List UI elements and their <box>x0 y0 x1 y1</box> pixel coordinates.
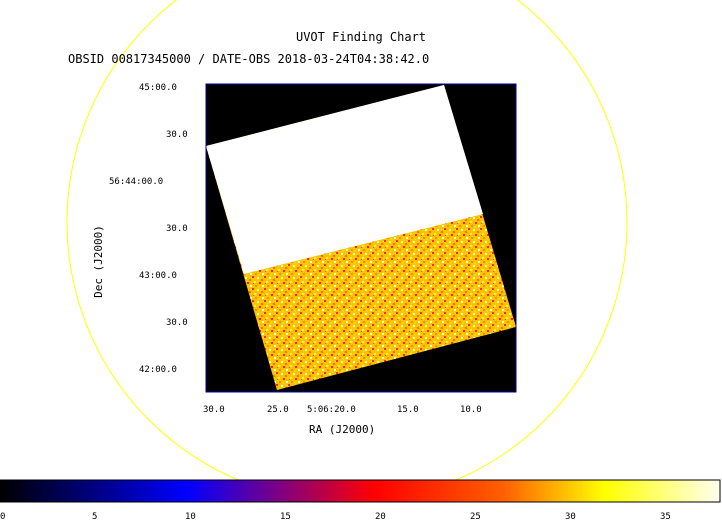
y-axis-label: Dec (J2000) <box>91 225 105 298</box>
y-tick-label: 45:00.0 <box>139 83 177 93</box>
colorbar-tick-label: 30 <box>565 512 576 521</box>
y-tick-label: 30.0 <box>166 318 188 328</box>
x-tick-label: 5:06:20.0 <box>307 405 356 415</box>
y-tick-label: 42:00.0 <box>139 365 177 375</box>
colorbar-tick-label: 0 <box>0 512 6 521</box>
y-tick-label: 43:00.0 <box>139 271 177 281</box>
x-tick-label: 30.0 <box>203 405 225 415</box>
colorbar <box>0 479 721 503</box>
x-tick-label: 15.0 <box>397 405 419 415</box>
colorbar-tick-label: 35 <box>660 512 671 521</box>
y-tick-label: 56:44:00.0 <box>109 177 164 187</box>
colorbar-tick-label: 5 <box>92 512 98 521</box>
colorbar-tick-label: 25 <box>470 512 481 521</box>
colorbar-tick-label: 20 <box>375 512 386 521</box>
chart-subtitle: OBSID 00817345000 / DATE-OBS 2018-03-24T… <box>68 52 430 66</box>
colorbar-tick-label: 10 <box>185 512 196 521</box>
image-plot <box>206 84 516 392</box>
chart-title: UVOT Finding Chart <box>295 30 427 44</box>
plot-frame <box>205 83 517 393</box>
y-tick-label: 30.0 <box>166 130 188 140</box>
y-tick-label: 30.0 <box>166 224 188 234</box>
x-tick-label: 25.0 <box>267 405 289 415</box>
colorbar-tick-label: 15 <box>280 512 291 521</box>
saturated-region <box>206 85 483 274</box>
x-tick-label: 10.0 <box>460 405 482 415</box>
x-axis-label: RA (J2000) <box>309 423 376 436</box>
